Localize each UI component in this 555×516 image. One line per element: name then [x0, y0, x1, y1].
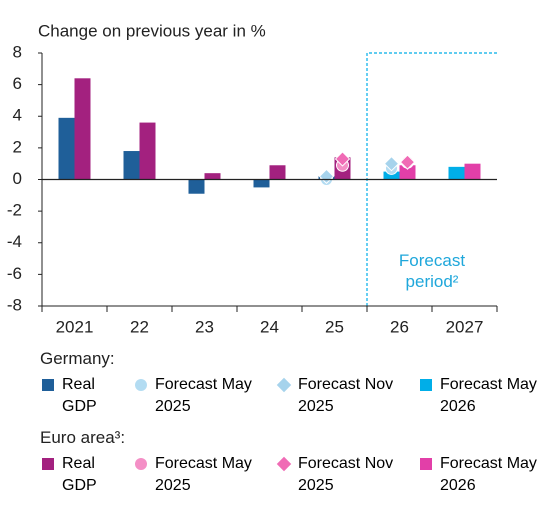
y-tick-label: 0: [13, 169, 22, 188]
legend-swatch: [420, 458, 432, 470]
legend-label: Forecast May 2026: [440, 376, 537, 415]
x-tick-label: 24: [260, 317, 279, 336]
legend-swatch: [276, 377, 292, 393]
bar: [139, 122, 156, 180]
bar: [188, 179, 205, 194]
bar: [253, 179, 270, 188]
legend-item: Forecast Nov 2025: [276, 374, 398, 418]
bar: [74, 78, 91, 180]
y-tick-label: 4: [13, 106, 22, 125]
x-tick-label: 2021: [56, 317, 94, 336]
y-tick-label: 8: [13, 42, 22, 61]
marker-diamond: [334, 151, 351, 167]
legend-item: Forecast May 2025: [135, 453, 255, 497]
legend-label: Forecast May 2025: [155, 376, 252, 415]
legend-label: Forecast Nov 2025: [298, 376, 394, 415]
bar: [58, 117, 75, 180]
marker-diamond: [399, 154, 416, 170]
chart-title: Change on previous year in %: [38, 21, 266, 40]
bar: [383, 171, 400, 180]
legend-item: Forecast May 2026: [420, 453, 540, 497]
x-tick-label: 22: [130, 317, 149, 336]
legend-swatch: [420, 379, 432, 391]
y-tick-label: -8: [7, 295, 22, 314]
legend-swatch: [42, 458, 54, 470]
legend-label: Forecast Nov 2025: [298, 455, 394, 494]
y-tick-label: -2: [7, 201, 22, 220]
legend-swatch: [42, 379, 54, 391]
y-tick-label: 6: [13, 74, 22, 93]
x-tick-label: 26: [390, 317, 409, 336]
legend-item: Forecast Nov 2025: [276, 453, 398, 497]
legend-label: Forecast May 2026: [440, 455, 537, 494]
x-tick-label: 2027: [446, 317, 484, 336]
y-tick-label: -6: [7, 264, 22, 283]
bar: [204, 173, 221, 180]
chart: Change on previous year in % Forecast per…: [7, 21, 498, 336]
bar: [399, 165, 416, 180]
legend-label: Real GDP: [62, 455, 97, 494]
legend-group-title: Germany:: [40, 349, 115, 368]
y-tick-label: -4: [7, 232, 22, 251]
x-tick-label: 25: [325, 317, 344, 336]
legend-item: Real GDP: [42, 374, 106, 418]
legend-label: Real GDP: [62, 376, 97, 415]
legend-group-title: Euro area³:: [40, 428, 126, 447]
legend-swatch: [276, 456, 292, 472]
forecast-box: [366, 52, 497, 306]
bar: [123, 151, 140, 180]
legend-swatch: [135, 379, 147, 391]
legend-label: Forecast May 2025: [155, 455, 252, 494]
annotation: Forecast period²: [399, 251, 465, 291]
marker-diamond: [383, 155, 400, 172]
legend-item: Forecast May 2025: [135, 374, 255, 418]
legend-swatch: [135, 458, 147, 470]
y-tick-label: 2: [13, 137, 22, 156]
bar: [448, 166, 465, 180]
legend-item: Forecast May 2026: [420, 374, 540, 418]
bar: [464, 163, 481, 180]
x-tick-label: 23: [195, 317, 214, 336]
bar: [269, 165, 286, 180]
legend-item: Real GDP: [42, 453, 106, 497]
